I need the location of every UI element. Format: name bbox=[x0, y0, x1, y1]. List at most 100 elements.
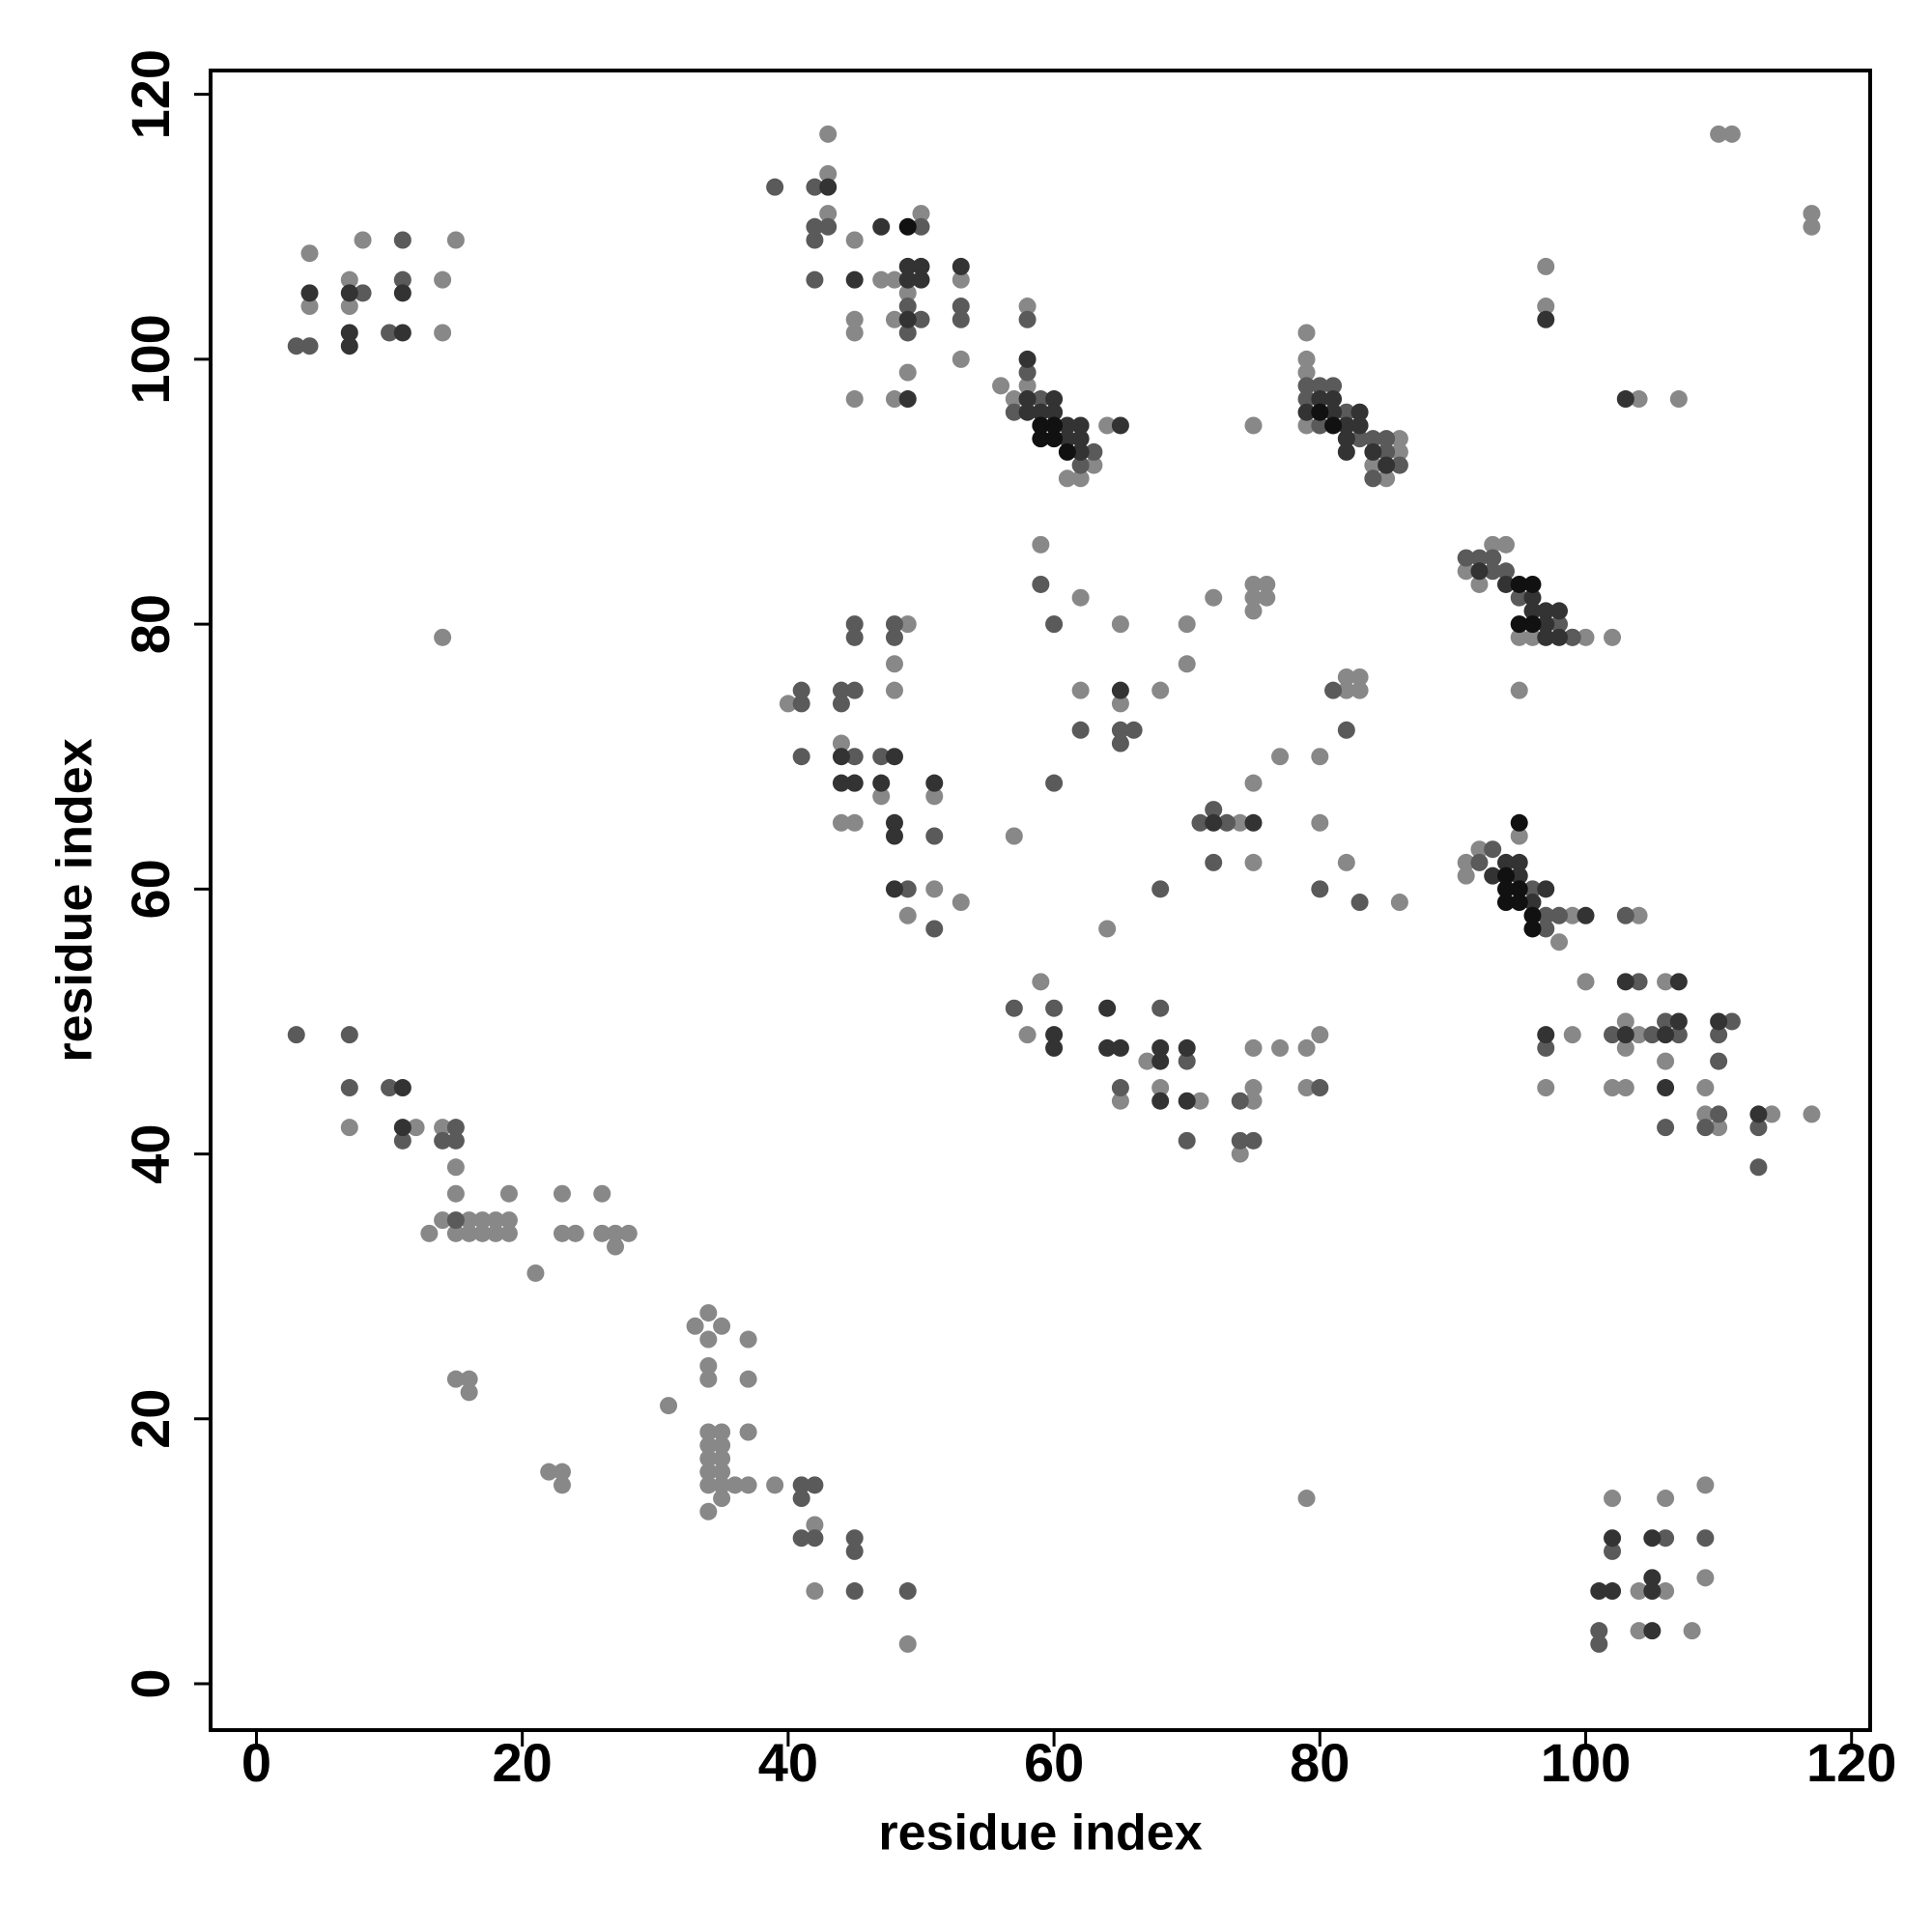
point bbox=[1803, 217, 1821, 236]
point bbox=[1045, 403, 1064, 421]
point bbox=[845, 1529, 864, 1548]
point bbox=[1111, 1092, 1129, 1110]
point bbox=[1085, 456, 1103, 474]
point bbox=[845, 231, 864, 249]
point bbox=[1364, 442, 1382, 461]
point bbox=[1657, 1079, 1675, 1097]
x-tick-label: 20 bbox=[493, 1732, 553, 1793]
point bbox=[1045, 615, 1064, 634]
point bbox=[713, 1463, 731, 1481]
point bbox=[393, 1119, 412, 1137]
point bbox=[1111, 416, 1129, 435]
point bbox=[1563, 628, 1581, 646]
point bbox=[1537, 920, 1555, 938]
point bbox=[1018, 377, 1037, 395]
point bbox=[1763, 1105, 1781, 1123]
point bbox=[1457, 562, 1475, 581]
point bbox=[1297, 363, 1316, 382]
point bbox=[1563, 1026, 1581, 1044]
point bbox=[340, 284, 358, 302]
point bbox=[1217, 813, 1236, 832]
point bbox=[713, 1436, 731, 1455]
point bbox=[1297, 1038, 1316, 1057]
point bbox=[1550, 615, 1569, 634]
point bbox=[1205, 588, 1223, 607]
point bbox=[1390, 442, 1408, 461]
point bbox=[1071, 681, 1090, 699]
point bbox=[699, 1330, 718, 1349]
point bbox=[1470, 853, 1489, 871]
point bbox=[1178, 615, 1196, 634]
point bbox=[739, 1370, 757, 1388]
point bbox=[1537, 257, 1555, 275]
point bbox=[1244, 1038, 1263, 1057]
point bbox=[1297, 390, 1316, 409]
point bbox=[1058, 469, 1076, 488]
point bbox=[1178, 1131, 1196, 1150]
point bbox=[885, 748, 903, 766]
point bbox=[1005, 403, 1023, 421]
point bbox=[806, 1516, 824, 1534]
point bbox=[1523, 880, 1542, 898]
point bbox=[499, 1211, 518, 1230]
point bbox=[553, 1184, 571, 1203]
point bbox=[1604, 1542, 1622, 1560]
point bbox=[1045, 774, 1064, 792]
point bbox=[1630, 1026, 1648, 1044]
point bbox=[1311, 1079, 1329, 1097]
point bbox=[806, 1582, 824, 1601]
point bbox=[1643, 1529, 1662, 1548]
point bbox=[1590, 1582, 1608, 1601]
point bbox=[1378, 469, 1396, 488]
point bbox=[1604, 1490, 1622, 1508]
point bbox=[1124, 721, 1143, 739]
point bbox=[845, 310, 864, 328]
point bbox=[1537, 602, 1555, 620]
point bbox=[1510, 615, 1528, 634]
point bbox=[1045, 390, 1064, 409]
x-tick-label: 120 bbox=[1806, 1732, 1896, 1793]
point bbox=[446, 1370, 465, 1388]
point bbox=[1032, 403, 1050, 421]
x-tick-label: 100 bbox=[1541, 1732, 1631, 1793]
point bbox=[434, 1211, 452, 1230]
point bbox=[1045, 1038, 1064, 1057]
point bbox=[1085, 442, 1103, 461]
point bbox=[487, 1224, 505, 1242]
point bbox=[1616, 1079, 1634, 1097]
point bbox=[819, 164, 838, 183]
point bbox=[885, 813, 903, 832]
point bbox=[1311, 748, 1329, 766]
point bbox=[407, 1119, 425, 1137]
point bbox=[1244, 575, 1263, 593]
point bbox=[473, 1224, 492, 1242]
point bbox=[340, 1079, 358, 1097]
point bbox=[1071, 416, 1090, 435]
point bbox=[1271, 1038, 1290, 1057]
x-axis-label: residue index bbox=[878, 1805, 1202, 1861]
point bbox=[898, 906, 917, 924]
point bbox=[1178, 655, 1196, 673]
point bbox=[1324, 403, 1343, 421]
point bbox=[898, 270, 917, 289]
point bbox=[340, 337, 358, 355]
point bbox=[1616, 1038, 1634, 1057]
point bbox=[845, 615, 864, 634]
point bbox=[1205, 801, 1223, 819]
point bbox=[1616, 390, 1634, 409]
point bbox=[699, 1436, 718, 1455]
point bbox=[1058, 430, 1076, 448]
point bbox=[898, 217, 917, 236]
point bbox=[1630, 1622, 1648, 1640]
point bbox=[1244, 416, 1263, 435]
point bbox=[1032, 575, 1050, 593]
point bbox=[779, 695, 797, 713]
point bbox=[845, 324, 864, 342]
point bbox=[1722, 1012, 1741, 1031]
point bbox=[699, 1463, 718, 1481]
point bbox=[872, 787, 891, 806]
point bbox=[1510, 853, 1528, 871]
point bbox=[806, 1476, 824, 1494]
